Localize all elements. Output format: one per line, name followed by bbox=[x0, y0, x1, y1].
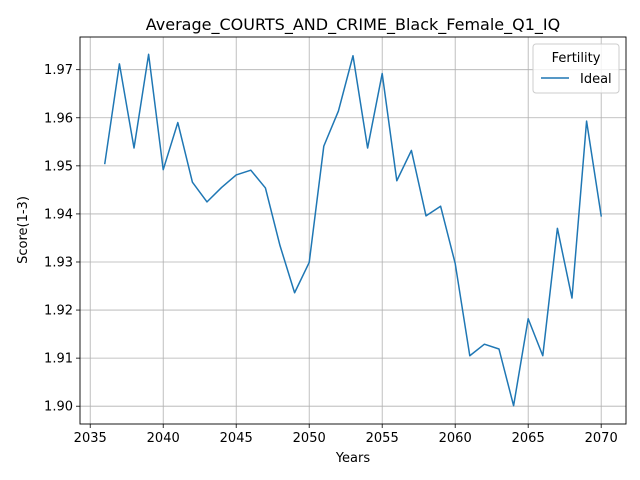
grid bbox=[80, 37, 626, 424]
series-layer bbox=[103, 53, 603, 407]
x-tick-label: 2035 bbox=[74, 431, 107, 446]
y-tick-label: 1.91 bbox=[44, 352, 73, 367]
x-tick-label: 2050 bbox=[293, 431, 326, 446]
x-tick-label: 2055 bbox=[366, 431, 399, 446]
y-tick-label: 1.93 bbox=[44, 255, 73, 270]
x-axis-title: Years bbox=[335, 451, 371, 466]
x-tick-label: 2070 bbox=[585, 431, 618, 446]
x-tick-label: 2065 bbox=[512, 431, 545, 446]
plot-area bbox=[80, 37, 626, 424]
y-tick-label: 1.92 bbox=[44, 304, 73, 319]
chart-title: Average_COURTS_AND_CRIME_Black_Female_Q1… bbox=[146, 15, 560, 35]
y-tick-label: 1.96 bbox=[44, 111, 73, 126]
legend-box bbox=[532, 43, 620, 94]
legend-title: Fertility bbox=[552, 51, 601, 66]
y-tick-label: 1.97 bbox=[44, 63, 73, 78]
plot-frame bbox=[79, 36, 627, 425]
legend-label-ideal: Ideal bbox=[580, 72, 612, 87]
x-tick-label: 2045 bbox=[220, 431, 253, 446]
y-tick-label: 1.90 bbox=[44, 400, 73, 415]
y-tick-label: 1.95 bbox=[44, 159, 73, 174]
x-tick-label: 2060 bbox=[439, 431, 472, 446]
ticks: 2035 2040 2045 2050 2055 2060 2065 2070 1.90 1.91… bbox=[44, 63, 618, 446]
y-tick-label: 1.94 bbox=[44, 207, 73, 222]
y-axis-title: Score(1-3) bbox=[16, 196, 31, 264]
legend: Fertility Ideal bbox=[532, 43, 620, 94]
x-tick-label: 2040 bbox=[147, 431, 180, 446]
